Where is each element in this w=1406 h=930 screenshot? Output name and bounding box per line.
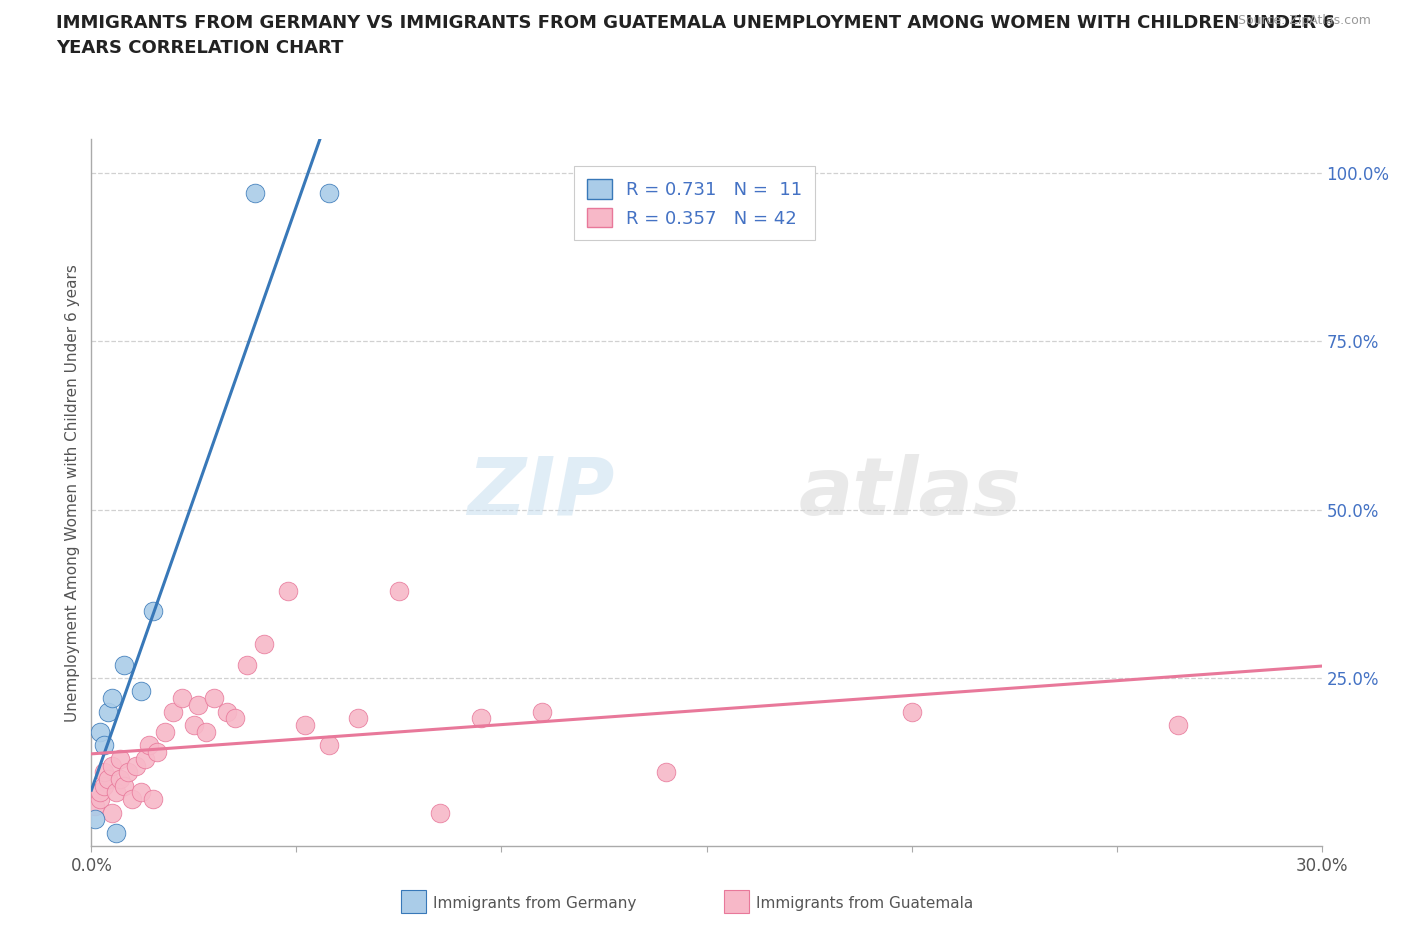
Point (101, 758, 124, 773)
Point (89, 724, 111, 739)
Point (142, 791, 165, 806)
Point (84, 812, 107, 827)
Point (236, 658, 259, 672)
Text: atlas: atlas (799, 454, 1022, 532)
Y-axis label: Unemployment Among Women with Children Under 6 years: Unemployment Among Women with Children U… (65, 264, 80, 722)
Point (215, 704, 238, 719)
Point (347, 711, 370, 725)
Point (125, 758, 148, 773)
Point (162, 704, 184, 719)
Point (245, 186, 267, 201)
Text: ZIP: ZIP (467, 454, 614, 532)
Point (89, 785, 111, 800)
Point (84, 799, 107, 814)
Point (101, 805, 124, 820)
Point (531, 704, 554, 719)
Legend: R = 0.731   N =  11, R = 0.357   N = 42: R = 0.731 N = 11, R = 0.357 N = 42 (574, 166, 815, 240)
Point (202, 691, 225, 706)
Point (138, 737, 160, 752)
Point (654, 764, 676, 779)
Text: Source: ZipAtlas.com: Source: ZipAtlas.com (1237, 14, 1371, 27)
Point (105, 826, 127, 841)
Point (97, 772, 120, 787)
Point (97, 704, 120, 719)
Point (187, 698, 209, 712)
Point (195, 724, 218, 739)
Point (170, 691, 193, 706)
Point (93, 764, 115, 779)
Point (105, 785, 127, 800)
Point (112, 658, 135, 672)
Point (108, 751, 131, 766)
Point (277, 583, 299, 598)
Text: Immigrants from Germany: Immigrants from Germany (433, 897, 637, 911)
Point (224, 711, 246, 725)
Point (108, 772, 131, 787)
Point (134, 751, 156, 766)
Point (470, 711, 492, 725)
Text: YEARS CORRELATION CHART: YEARS CORRELATION CHART (56, 39, 343, 57)
Point (89, 791, 111, 806)
Point (121, 791, 143, 806)
Point (253, 637, 276, 652)
Point (318, 737, 340, 752)
Point (429, 805, 451, 820)
Point (93, 737, 115, 752)
Text: Immigrants from Guatemala: Immigrants from Guatemala (756, 897, 974, 911)
Point (153, 724, 177, 739)
Point (142, 604, 165, 618)
Point (183, 718, 205, 733)
Point (1167, 718, 1189, 733)
Point (900, 704, 922, 719)
Point (117, 764, 139, 779)
Point (93, 778, 115, 793)
Point (129, 785, 152, 800)
Point (101, 691, 124, 706)
Point (294, 718, 316, 733)
Point (129, 684, 152, 699)
Point (112, 778, 135, 793)
Text: IMMIGRANTS FROM GERMANY VS IMMIGRANTS FROM GUATEMALA UNEMPLOYMENT AMONG WOMEN WI: IMMIGRANTS FROM GERMANY VS IMMIGRANTS FR… (56, 14, 1336, 32)
Point (146, 745, 169, 760)
Point (318, 186, 340, 201)
Point (388, 583, 411, 598)
